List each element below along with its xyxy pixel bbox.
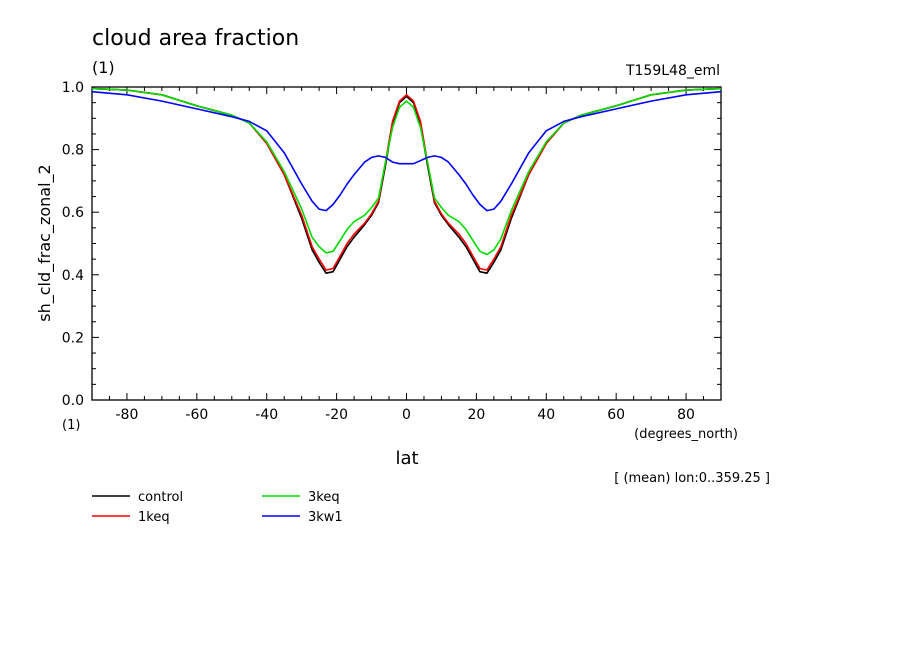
legend-label-3kw1: 3kw1 — [308, 510, 343, 525]
x-tick-label: -20 — [325, 407, 348, 423]
mean-annotation: [ (mean) lon:0..359.25 ] — [614, 471, 770, 486]
y-tick-label: 0.4 — [62, 268, 84, 284]
chart-title: cloud area fraction — [92, 26, 299, 51]
y-tick-label: 0.2 — [62, 330, 84, 346]
y-axis-units: (1) — [62, 418, 80, 433]
legend: control 1keq 3keq 3kw1 — [92, 490, 343, 525]
series-line-1keq — [91, 87, 722, 271]
x-tick-label: -40 — [255, 407, 278, 423]
y-tick-label: 0.0 — [62, 393, 84, 409]
x-axis-units: (degrees_north) — [634, 427, 738, 442]
y-tick-label: 1.0 — [62, 80, 84, 96]
y-tick-label: 0.6 — [62, 205, 84, 221]
x-tick-label: 60 — [607, 407, 625, 423]
legend-label-3keq: 3keq — [308, 490, 340, 505]
legend-label-control: control — [138, 490, 183, 505]
series-lines — [91, 87, 722, 274]
x-tick-label: 80 — [677, 407, 695, 423]
legend-label-1keq: 1keq — [138, 510, 170, 525]
x-tick-label: -80 — [116, 407, 139, 423]
x-tick-label: 40 — [537, 407, 555, 423]
series-line-3kw1 — [91, 90, 722, 212]
y-tick-label: 0.8 — [62, 143, 84, 159]
experiment-label: T159L48_eml — [625, 63, 720, 79]
x-tick-label: -60 — [185, 407, 208, 423]
x-tick-label: 20 — [467, 407, 485, 423]
title-units: (1) — [92, 58, 115, 77]
axes: -80 -60 -40 -20 0 20 40 60 80 0.0 0.2 0.4 0.6 0.8 1.0 — [62, 80, 722, 423]
x-tick-label: 0 — [402, 407, 411, 423]
x-axis-label: lat — [395, 448, 418, 469]
series-line-3keq — [91, 87, 722, 256]
y-axis-label: sh_cld_frac_zonal_2 — [35, 164, 55, 321]
